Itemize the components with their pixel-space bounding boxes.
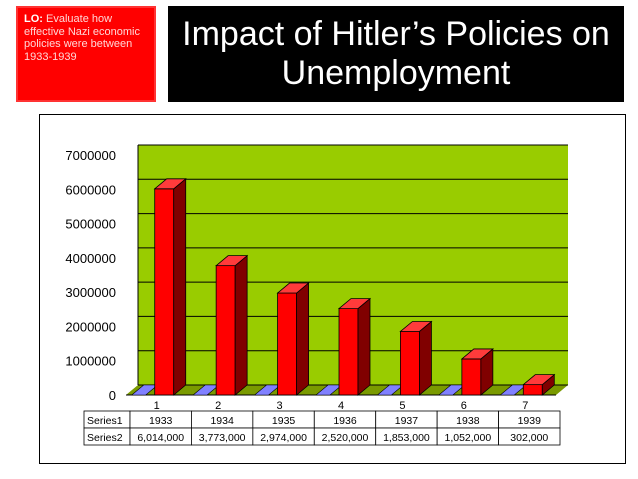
series2-bar [277, 292, 297, 396]
table-value: 1,853,000 [383, 432, 430, 444]
series2-bar-top [153, 178, 187, 190]
learning-objective-box: LO: Evaluate how effective Nazi economic… [16, 6, 156, 102]
table-value: 1938 [456, 415, 480, 427]
y-tick-label: 2000000 [65, 319, 116, 334]
table-value: 1937 [395, 415, 419, 427]
y-tick-label: 4000000 [65, 251, 116, 266]
y-tick-label: 1000000 [65, 354, 116, 369]
series2-bar-top [522, 374, 556, 386]
table-value: 2,974,000 [260, 432, 307, 444]
series2-bar [522, 384, 543, 396]
table-value: 1,052,000 [444, 432, 491, 444]
table-value: 302,000 [510, 432, 548, 444]
series2-bar-side [234, 254, 248, 396]
series2-bar-top [276, 282, 310, 294]
series2-bar [215, 265, 236, 396]
unemployment-chart: 0 1000000 2000000 3000000 4000000 5000000 6000… [65, 144, 568, 446]
table-series-name: Series1 [87, 415, 123, 427]
table-value: 2,520,000 [322, 432, 369, 444]
slide-title: Impact of Hitler’s Policies on Unemploym… [182, 15, 610, 92]
table-cell [498, 427, 561, 446]
series2-bar-top [215, 255, 249, 267]
series2-bar-side [357, 297, 371, 396]
y-tick-label: 7000000 [65, 148, 116, 163]
series2-bar [400, 331, 420, 396]
x-tick-label: 3 [277, 400, 283, 412]
y-tick-label: 6000000 [65, 182, 116, 197]
table-value: 1936 [333, 415, 357, 427]
series2-bar [461, 358, 482, 396]
series2-bar-top [399, 321, 433, 332]
title-box: Impact of Hitler’s Policies on Unemploym… [168, 6, 624, 102]
table-value: 1939 [518, 415, 542, 427]
table-value: 1934 [210, 415, 234, 427]
y-tick-label: 5000000 [65, 217, 116, 232]
x-tick-label: 2 [215, 400, 221, 412]
table-value: 1933 [149, 415, 173, 427]
learning-objective-text: LO: Evaluate how effective Nazi economic… [24, 13, 148, 63]
series2-bar [338, 308, 359, 396]
table-value: 6,014,000 [137, 432, 184, 444]
lo-body: Evaluate how effective Nazi economic pol… [24, 13, 140, 63]
series2-bar-top [460, 348, 494, 360]
x-tick-label: 5 [399, 400, 405, 412]
y-tick-label: 0 [109, 388, 116, 403]
y-tick-label: 3000000 [65, 285, 116, 300]
series2-bar-side [173, 177, 187, 396]
series2-bar [154, 188, 175, 396]
x-tick-label: 6 [461, 400, 467, 412]
table-value: 3,773,000 [199, 432, 246, 444]
table-series-name: Series2 [87, 432, 123, 444]
x-tick-label: 7 [522, 400, 528, 412]
x-tick-label: 4 [338, 400, 344, 412]
table-value: 1935 [272, 415, 296, 427]
series2-bar-side [296, 282, 309, 396]
x-tick-label: 1 [154, 400, 160, 412]
series2-bar-top [337, 298, 372, 310]
series2-bar-side [419, 320, 432, 396]
chart-frame: 0 1000000 2000000 3000000 4000000 5000000 6000… [39, 114, 626, 464]
lo-label: LO: [24, 13, 43, 25]
